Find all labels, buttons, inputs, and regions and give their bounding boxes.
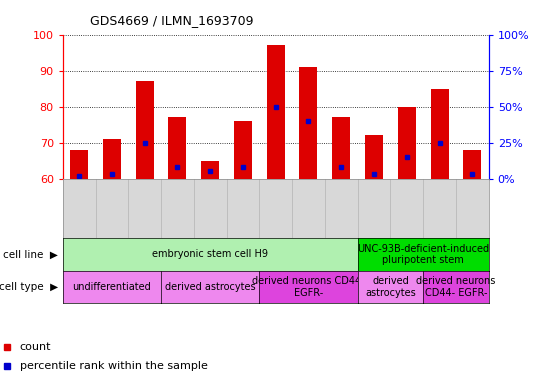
Bar	[168, 118, 187, 179]
Text: percentile rank within the sample: percentile rank within the sample	[20, 361, 207, 371]
Text: derived
astrocytes: derived astrocytes	[365, 276, 416, 298]
Text: derived neurons
CD44- EGFR-: derived neurons CD44- EGFR-	[416, 276, 496, 298]
Bar	[332, 118, 351, 179]
Bar	[70, 150, 88, 179]
Text: derived astrocytes: derived astrocytes	[165, 282, 256, 292]
Text: GDS4669 / ILMN_1693709: GDS4669 / ILMN_1693709	[90, 14, 253, 27]
Bar	[463, 150, 482, 179]
Text: derived neurons CD44-
EGFR-: derived neurons CD44- EGFR-	[252, 276, 365, 298]
Bar	[103, 139, 121, 179]
Bar	[201, 161, 219, 179]
Bar	[234, 121, 252, 179]
Bar	[299, 67, 317, 179]
Text: cell line  ▶: cell line ▶	[3, 249, 58, 260]
Text: undifferentiated: undifferentiated	[73, 282, 151, 292]
Bar	[136, 81, 154, 179]
Bar	[365, 136, 383, 179]
Text: embryonic stem cell H9: embryonic stem cell H9	[152, 249, 268, 260]
Bar	[266, 45, 285, 179]
Text: cell type  ▶: cell type ▶	[0, 282, 58, 292]
Bar	[430, 89, 449, 179]
Text: UNC-93B-deficient-induced
pluripotent stem: UNC-93B-deficient-induced pluripotent st…	[357, 243, 489, 265]
Bar	[397, 107, 416, 179]
Text: count: count	[20, 341, 51, 352]
